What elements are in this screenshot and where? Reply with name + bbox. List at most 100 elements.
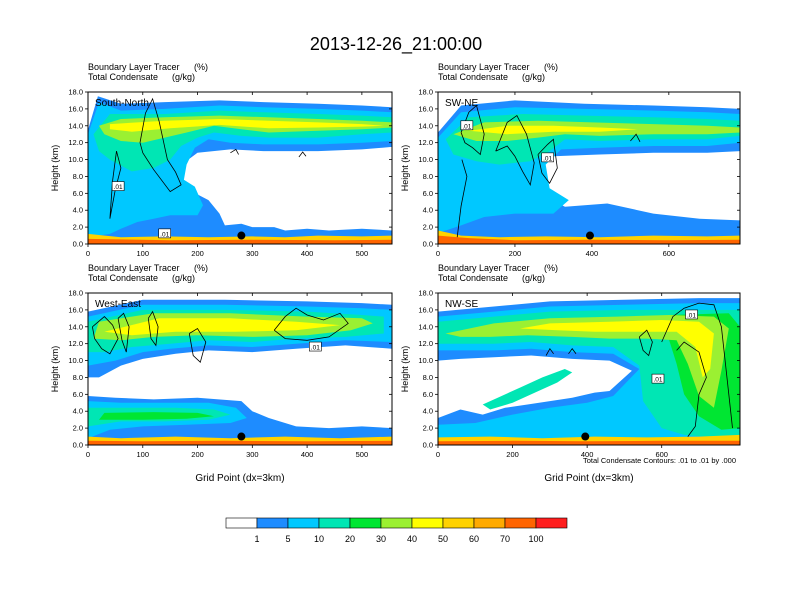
y-tick-label: 14.0 — [68, 322, 83, 331]
panel-header-tracer: Boundary Layer Tracer — [438, 62, 530, 72]
contour-label-box — [685, 309, 698, 320]
colorbar-swatch — [380, 517, 413, 529]
x-tick-label: 0 — [436, 450, 440, 459]
panel-header-condensate: Total Condensate — [88, 72, 158, 82]
tracer-fill-level-9 — [88, 440, 392, 445]
colorbar-swatch — [225, 517, 258, 529]
tracer-fill-level-9 — [438, 440, 740, 445]
y-tick-label: 2.0 — [423, 223, 433, 232]
condensate-contour — [147, 310, 159, 347]
y-tick-label: 18.0 — [418, 289, 433, 298]
condensate-contour — [273, 307, 349, 341]
tracer-fill-level-6 — [520, 320, 714, 378]
tracer-fill-level-3 — [482, 369, 573, 410]
y-tick-label: 6.0 — [73, 189, 83, 198]
y-tick-label: 2.0 — [73, 424, 83, 433]
tracer-fill-level-6 — [109, 119, 384, 132]
y-tick-label: 4.0 — [73, 206, 83, 215]
y-tick-label: 18.0 — [68, 88, 83, 97]
colorbar-swatch — [256, 517, 289, 529]
cross-section-label: NW-SE — [445, 299, 478, 310]
condensate-contour — [537, 138, 558, 184]
panel-header-tracer-unit: (%) — [194, 62, 208, 72]
condensate-contour — [495, 115, 535, 187]
y-tick-label: 8.0 — [423, 172, 433, 181]
panel-south-north: Boundary Layer Tracer (%) Total Condensate… — [50, 62, 393, 258]
panel-header-condensate-unit: (g/kg) — [522, 72, 545, 82]
x-tick-label: 100 — [137, 249, 150, 258]
panel-header-tracer: Boundary Layer Tracer — [438, 263, 530, 273]
x-axis-label: Grid Point (dx=3km) — [544, 473, 633, 484]
colorbar-swatch — [504, 517, 537, 529]
y-tick-label: 12.0 — [68, 339, 83, 348]
plot-area: .01 .01 South-North — [88, 92, 392, 244]
y-tick-label: 10.0 — [418, 155, 433, 164]
x-tick-label: 0 — [436, 249, 440, 258]
condensate-contour — [188, 327, 207, 363]
tracer-fill-level-5 — [445, 315, 729, 408]
contour-label-box — [541, 152, 554, 163]
condensate-contour — [568, 348, 577, 355]
contour-note: Total Condensate Contours: .01 to .01 by… — [583, 456, 736, 465]
x-tick-label: 200 — [191, 450, 204, 459]
x-tick-label: 200 — [191, 249, 204, 258]
location-marker — [237, 231, 246, 240]
y-tick-label: 14.0 — [418, 121, 433, 130]
y-tick-label: 10.0 — [68, 155, 83, 164]
figure-title: 2013-12-26_21:00:00 — [310, 34, 482, 55]
y-tick-label: 16.0 — [68, 305, 83, 314]
panel-header-condensate-unit: (g/kg) — [522, 273, 545, 283]
colorbar-label: 10 — [314, 534, 324, 544]
panel-header-tracer-unit: (%) — [544, 62, 558, 72]
contour-label: .01 — [462, 123, 471, 130]
plot-area: .01 .01 SW-NE — [438, 92, 740, 244]
plot-frame — [87, 91, 393, 245]
x-tick-label: 300 — [246, 450, 259, 459]
condensate-contour — [460, 104, 485, 156]
x-tick-label: 200 — [506, 450, 519, 459]
colorbar-swatch — [411, 517, 444, 529]
colorbar-label: 20 — [345, 534, 355, 544]
y-tick-label: 2.0 — [423, 424, 433, 433]
colorbar-swatch — [473, 517, 506, 529]
contour-label-box — [651, 373, 665, 384]
condensate-contour — [638, 329, 653, 357]
y-tick-label: 12.0 — [418, 339, 433, 348]
condensate-contour — [661, 302, 733, 429]
condensate-contour — [298, 151, 307, 158]
panel-west-east: Boundary Layer Tracer (%) Total Condensate… — [50, 263, 393, 484]
y-tick-label: 8.0 — [423, 373, 433, 382]
y-tick-label: 10.0 — [68, 356, 83, 365]
panel-header-condensate-unit: (g/kg) — [172, 273, 195, 283]
x-tick-label: 0 — [86, 450, 90, 459]
y-tick-label: 4.0 — [73, 407, 83, 416]
contour-label: .01 — [543, 155, 552, 162]
contour-label: .01 — [160, 231, 169, 238]
colorbar-swatch — [318, 517, 351, 529]
y-tick-label: 12.0 — [418, 138, 433, 147]
x-tick-label: 200 — [509, 249, 522, 258]
panel-header-tracer-unit: (%) — [194, 263, 208, 273]
panel-header-condensate-unit: (g/kg) — [172, 72, 195, 82]
x-tick-label: 600 — [655, 450, 668, 459]
y-tick-label: 10.0 — [418, 356, 433, 365]
panel-sw-ne: Boundary Layer Tracer (%) Total Condensate… — [400, 62, 741, 258]
condensate-contour — [230, 148, 239, 155]
y-tick-label: 12.0 — [68, 138, 83, 147]
contour-label: .01 — [653, 377, 662, 384]
colorbar-swatch — [287, 517, 320, 529]
contour-label: .01 — [114, 184, 123, 191]
y-tick-label: 6.0 — [423, 390, 433, 399]
cross-section-label: SW-NE — [445, 98, 478, 109]
condensate-contour — [630, 133, 641, 142]
tracer-fill-level-6 — [104, 318, 341, 336]
cross-section-panels: Boundary Layer Tracer (%) Total Condensate… — [50, 62, 741, 484]
y-tick-label: 8.0 — [73, 172, 83, 181]
y-tick-label: 18.0 — [418, 88, 433, 97]
panel-header-condensate: Total Condensate — [88, 273, 158, 283]
colorbar-swatch — [442, 517, 475, 529]
x-tick-label: 400 — [301, 249, 314, 258]
x-tick-label: 500 — [356, 249, 369, 258]
y-tick-label: 4.0 — [423, 206, 433, 215]
x-tick-label: 0 — [86, 249, 90, 258]
